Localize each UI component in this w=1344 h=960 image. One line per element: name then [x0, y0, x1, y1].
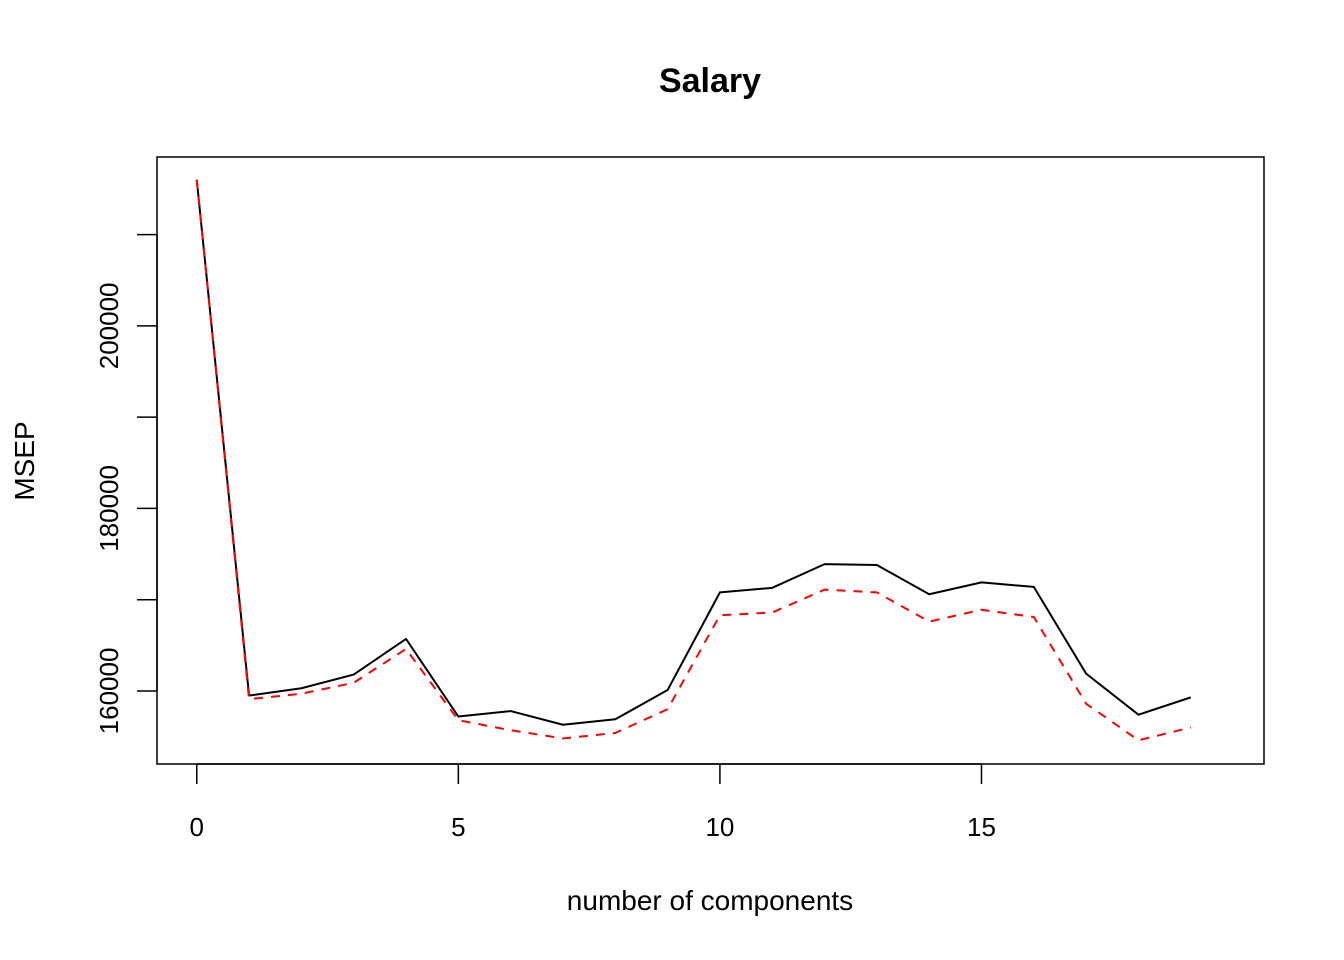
- x-tick-label: 5: [451, 812, 465, 842]
- series-layer: [195, 179, 1192, 742]
- y-tick-label: 160000: [94, 648, 124, 735]
- x-tick-label: 15: [967, 812, 996, 842]
- y-axis: 160000 180000 200000: [94, 233, 158, 735]
- x-tick-label: 10: [705, 812, 734, 842]
- chart-title: Salary: [659, 62, 761, 100]
- x-tick-label: 0: [190, 812, 204, 842]
- y-tick-label: 180000: [94, 465, 124, 552]
- x-axis-label: number of components: [567, 885, 853, 916]
- y-axis-label: MSEP: [9, 421, 40, 500]
- y-tick-label: 200000: [94, 282, 124, 369]
- series-line-solid-black: [195, 179, 1192, 726]
- plot-frame: [156, 156, 1265, 765]
- x-axis: 0 5 10 15: [190, 763, 996, 842]
- series-line-dashed-red: [195, 179, 1191, 742]
